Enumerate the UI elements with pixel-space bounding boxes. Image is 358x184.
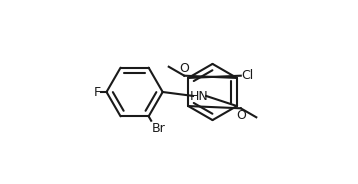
Text: O: O [236,109,246,122]
Text: F: F [93,86,101,98]
Text: Br: Br [152,122,165,135]
Text: Cl: Cl [242,69,254,82]
Text: O: O [179,62,189,75]
Text: HN: HN [190,90,209,103]
